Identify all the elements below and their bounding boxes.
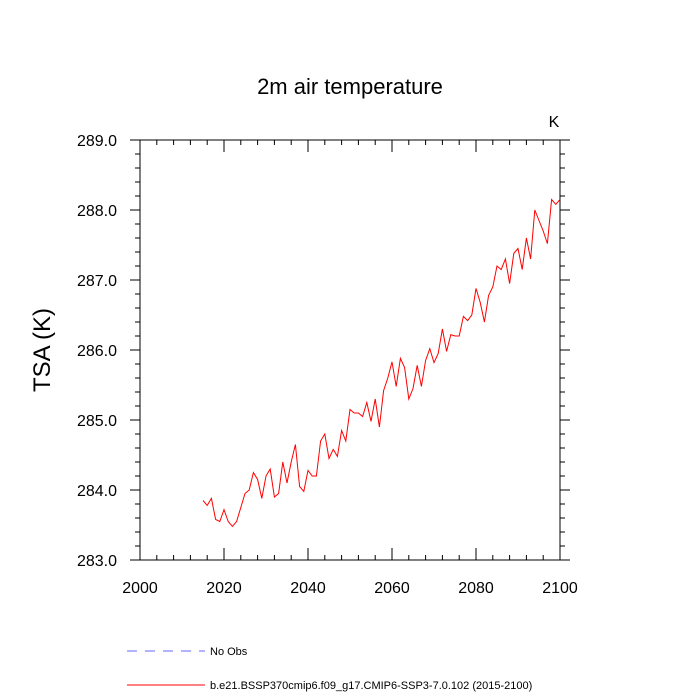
x-tick-label: 2020: [206, 580, 242, 597]
units-label: K: [549, 114, 560, 131]
plot-frame: [139, 139, 561, 561]
x-axis: 2000 2020 2040 2060 2080 2100: [122, 140, 578, 597]
y-axis: 283.0 284.0 285.0 286.0 287.0 288.0 289.0: [77, 133, 570, 570]
y-tick-label: 286.0: [77, 343, 117, 360]
y-tick-label: 285.0: [77, 413, 117, 430]
x-tick-label: 2080: [458, 580, 494, 597]
x-tick-label: 2100: [542, 580, 578, 597]
x-tick-label: 2000: [122, 580, 158, 597]
y-tick-label: 283.0: [77, 553, 117, 570]
chart-title: 2m air temperature: [257, 74, 443, 99]
legend-label-no-obs: No Obs: [210, 646, 248, 658]
x-tick-label: 2040: [290, 580, 326, 597]
series-layer: [202, 198, 561, 528]
x-tick-label: 2060: [374, 580, 410, 597]
y-tick-label: 288.0: [77, 203, 117, 220]
series-line: [202, 198, 561, 528]
legend-label-model-run: b.e21.BSSP370cmip6.f09_g17.CMIP6-SSP3-7.…: [210, 680, 532, 692]
y-tick-label: 289.0: [77, 133, 117, 150]
y-tick-label: 284.0: [77, 483, 117, 500]
legend: No Obs b.e21.BSSP370cmip6.f09_g17.CMIP6-…: [127, 646, 532, 692]
y-axis-label: TSA (K): [29, 308, 56, 392]
y-tick-label: 287.0: [77, 273, 117, 290]
